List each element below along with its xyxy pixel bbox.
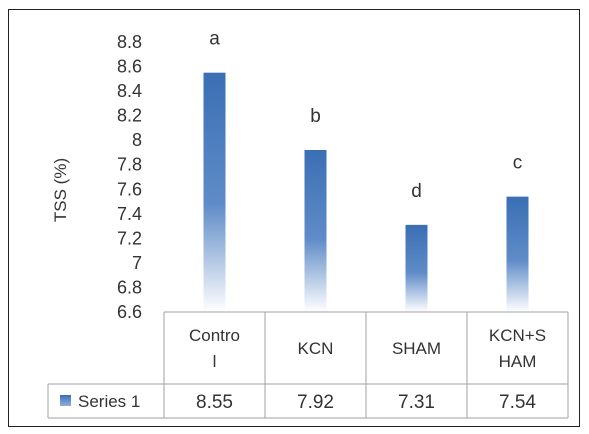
- category-label: l: [213, 352, 217, 371]
- bar: [506, 196, 529, 312]
- data-value-label: 7.54: [499, 392, 536, 413]
- y-tick-label: 7.2: [117, 228, 142, 248]
- legend-series-name: Series 1: [78, 392, 140, 411]
- y-tick-label: 7.8: [117, 155, 142, 175]
- significance-letters: a b d c: [209, 29, 522, 202]
- significance-letter: c: [513, 153, 523, 174]
- significance-letter: d: [411, 181, 422, 202]
- category-label: KCN+S: [489, 326, 546, 345]
- y-tick-label: 7.6: [117, 179, 142, 199]
- bar: [304, 150, 327, 312]
- y-tick-label: 7.4: [117, 204, 142, 224]
- legend-swatch: [60, 395, 71, 406]
- y-tick-label: 6.6: [117, 302, 142, 322]
- chart-frame: [8, 9, 580, 427]
- bars: [203, 72, 529, 312]
- category-label: Contro: [189, 326, 240, 345]
- y-axis-label: TSS (%): [51, 158, 70, 222]
- bar: [203, 72, 226, 312]
- significance-letter: b: [310, 106, 321, 127]
- category-label: SHAM: [392, 339, 441, 358]
- y-tick-label: 8.2: [117, 106, 142, 126]
- data-value-label: 7.31: [398, 392, 435, 413]
- data-value-label: 8.55: [196, 392, 233, 413]
- category-label: HAM: [499, 352, 537, 371]
- y-tick-label: 8.8: [117, 32, 142, 52]
- data-table: Contro l KCN SHAM KCN+S HAM Series 1 8.55 7.92 7.…: [47, 311, 569, 419]
- data-value-label: 7.92: [297, 392, 334, 413]
- y-tick-label: 6.8: [117, 277, 142, 297]
- significance-letter: a: [209, 29, 220, 50]
- y-axis-ticks: 8.8 8.6 8.4 8.2 8 7.8 7.6 7.4 7.2 7 6.8 6.6: [117, 32, 142, 322]
- bar: [405, 224, 428, 312]
- y-tick-label: 8.4: [117, 81, 142, 101]
- y-tick-label: 8.6: [117, 57, 142, 77]
- y-tick-label: 7: [132, 253, 142, 273]
- category-label: KCN: [298, 339, 334, 358]
- y-tick-label: 8: [132, 130, 142, 150]
